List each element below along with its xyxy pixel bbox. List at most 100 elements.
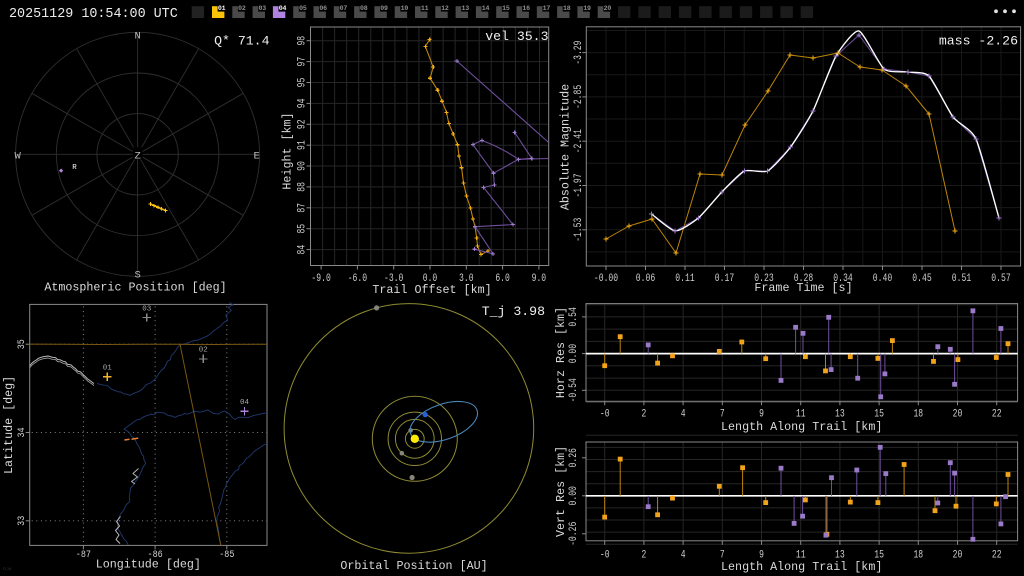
svg-text:14: 14 (482, 5, 490, 12)
svg-text:Horz Res [km]: Horz Res [km] (554, 307, 568, 398)
svg-text:0.45: 0.45 (912, 273, 931, 285)
svg-text:04: 04 (279, 5, 287, 12)
svg-text:34: 34 (16, 427, 28, 437)
svg-text:-9.0: -9.0 (311, 273, 330, 285)
svg-text:T_j 3.98: T_j 3.98 (482, 304, 545, 319)
svg-text:07: 07 (340, 5, 348, 12)
svg-text:vel 35.3: vel 35.3 (485, 29, 548, 44)
svg-text:S: S (134, 269, 140, 281)
svg-text:0.34: 0.34 (833, 273, 853, 285)
svg-text:0.00: 0.00 (568, 344, 580, 363)
svg-text:Absolute Magnitude: Absolute Magnitude (558, 84, 572, 210)
svg-text:-85: -85 (219, 549, 234, 561)
svg-text:Q* 71.4: Q* 71.4 (214, 33, 269, 48)
svg-text:Latitude [deg]: Latitude [deg] (2, 376, 16, 474)
svg-text:18: 18 (913, 550, 923, 562)
svg-text:-87: -87 (76, 549, 91, 561)
svg-text:0.26: 0.26 (568, 448, 580, 467)
svg-text:0.11: 0.11 (675, 273, 695, 285)
svg-text:0.28: 0.28 (794, 273, 813, 285)
svg-text:N: N (134, 31, 140, 43)
svg-text:Vert Res [km]: Vert Res [km] (554, 446, 568, 537)
svg-text:11: 11 (421, 5, 429, 12)
svg-text:92: 92 (296, 119, 308, 129)
svg-text:01: 01 (218, 5, 226, 12)
svg-text:-3.0: -3.0 (384, 273, 403, 285)
svg-text:15: 15 (502, 5, 510, 12)
svg-text:15: 15 (874, 550, 884, 562)
svg-text:20: 20 (953, 408, 963, 420)
svg-text:0.40: 0.40 (873, 273, 892, 285)
svg-text:16: 16 (522, 5, 530, 12)
svg-text:mass -2.26: mass -2.26 (939, 34, 1018, 49)
svg-text:13: 13 (835, 550, 845, 562)
svg-text:02: 02 (238, 5, 246, 12)
svg-text:0.54: 0.54 (568, 307, 580, 327)
svg-text:n;w: n;w (3, 567, 11, 572)
svg-text:3.0: 3.0 (459, 273, 474, 285)
svg-text:94: 94 (296, 98, 308, 108)
svg-text:84: 84 (296, 244, 308, 254)
svg-text:7: 7 (720, 408, 725, 420)
svg-text:95: 95 (296, 78, 308, 88)
svg-text:-6.0: -6.0 (348, 273, 367, 285)
svg-text:0.51: 0.51 (952, 273, 972, 285)
svg-text:Z: Z (134, 150, 140, 162)
svg-text:22: 22 (992, 408, 1002, 420)
svg-text:9.0: 9.0 (532, 273, 547, 285)
svg-text:15: 15 (874, 408, 884, 420)
svg-text:20: 20 (604, 5, 612, 12)
svg-text:03: 03 (258, 5, 266, 12)
svg-text:Frame Time [s]: Frame Time [s] (754, 281, 852, 295)
svg-text:R: R (72, 164, 77, 172)
svg-text:-86: -86 (148, 549, 163, 561)
svg-text:09: 09 (380, 5, 388, 12)
svg-text:85: 85 (296, 224, 308, 234)
svg-text:2: 2 (642, 408, 647, 420)
svg-text:17: 17 (543, 5, 551, 12)
svg-text:12: 12 (441, 5, 449, 12)
svg-text:Height [km]: Height [km] (281, 112, 295, 189)
svg-text:6.0: 6.0 (495, 273, 510, 285)
svg-text:4: 4 (681, 408, 686, 420)
svg-text:19: 19 (583, 5, 591, 12)
svg-text:9: 9 (759, 408, 764, 420)
svg-text:Length Along Trail [km]: Length Along Trail [km] (721, 560, 882, 574)
svg-text:E: E (253, 150, 259, 162)
svg-text:-0: -0 (600, 550, 610, 562)
svg-text:-1.53: -1.53 (573, 218, 585, 242)
svg-text:13: 13 (461, 5, 469, 12)
svg-text:18: 18 (563, 5, 571, 12)
svg-text:2: 2 (642, 550, 647, 562)
svg-text:0.57: 0.57 (991, 273, 1010, 285)
svg-text:-3.29: -3.29 (573, 41, 585, 65)
svg-text:90: 90 (296, 161, 308, 171)
svg-text:04: 04 (240, 399, 250, 407)
svg-text:-0.26: -0.26 (568, 522, 580, 546)
svg-text:0.00: 0.00 (568, 486, 580, 505)
svg-text:06: 06 (319, 5, 327, 12)
svg-text:Trail Offset [km]: Trail Offset [km] (372, 283, 491, 297)
svg-text:-0: -0 (600, 408, 610, 420)
svg-text:0.06: 0.06 (636, 273, 655, 285)
svg-text:Atmospheric Position [deg]: Atmospheric Position [deg] (44, 281, 226, 295)
svg-text:98: 98 (296, 36, 308, 46)
svg-text:Length Along Trail [km]: Length Along Trail [km] (721, 420, 882, 434)
svg-text:-0.54: -0.54 (568, 378, 580, 402)
svg-text:88: 88 (296, 182, 308, 192)
svg-text:0.0: 0.0 (423, 273, 438, 285)
svg-text:20251129 10:54:00 UTC: 20251129 10:54:00 UTC (9, 7, 178, 22)
svg-text:W: W (15, 150, 22, 162)
svg-text:18: 18 (913, 408, 923, 420)
svg-text:97: 97 (296, 57, 308, 67)
svg-text:7: 7 (720, 550, 725, 562)
svg-text:08: 08 (360, 5, 368, 12)
svg-text:-2.41: -2.41 (573, 129, 585, 153)
svg-text:33: 33 (16, 516, 28, 526)
svg-text:11: 11 (796, 408, 806, 420)
svg-text:02: 02 (199, 347, 208, 355)
svg-text:Orbital Position [AU]: Orbital Position [AU] (340, 559, 487, 573)
svg-text:-1.97: -1.97 (573, 173, 585, 197)
svg-text:11: 11 (796, 550, 806, 562)
svg-text:Longitude [deg]: Longitude [deg] (96, 558, 201, 572)
